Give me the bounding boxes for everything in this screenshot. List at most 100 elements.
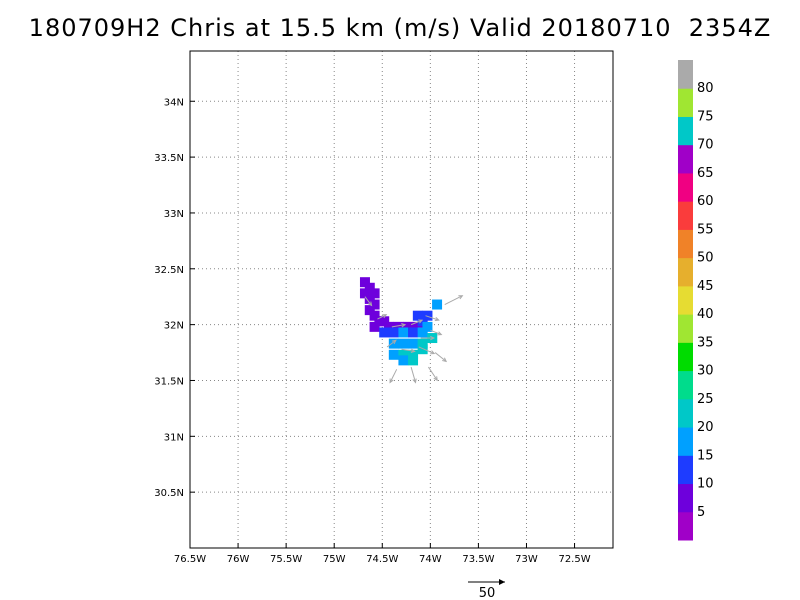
wind-cell xyxy=(398,327,409,338)
wind-vector xyxy=(428,366,438,381)
colorbar-label: 65 xyxy=(697,166,714,181)
wind-cell xyxy=(364,293,375,304)
wind-cell xyxy=(388,327,399,338)
wind-vector-head xyxy=(410,348,416,354)
wind-vector-head xyxy=(433,376,438,382)
wind-cell xyxy=(384,321,395,332)
wind-cell xyxy=(369,310,380,321)
colorbar-swatch xyxy=(678,342,693,372)
colorbar-swatch xyxy=(678,370,693,400)
wind-cell xyxy=(412,310,423,321)
wind-vector xyxy=(434,352,447,362)
colorbar-label: 80 xyxy=(697,81,714,96)
grid-lines xyxy=(189,51,613,548)
wind-cell xyxy=(359,288,370,299)
colorbar-swatch xyxy=(678,455,693,485)
wind-cell xyxy=(408,355,419,366)
wind-cell xyxy=(422,310,433,321)
wind-cell xyxy=(417,344,428,355)
wind-vector-head xyxy=(401,323,407,328)
wind-cell xyxy=(403,321,414,332)
chart-title: 180709H2 Chris at 15.5 km (m/s) Valid 20… xyxy=(28,14,772,42)
lat-tick-label: 33.5N xyxy=(154,153,184,164)
lon-tick-label: 72.5W xyxy=(558,554,590,565)
wind-vector-head xyxy=(418,319,424,324)
colorbar-swatch xyxy=(678,172,693,202)
lon-tick-label: 76W xyxy=(227,554,250,565)
wind-vector-head xyxy=(389,378,394,384)
colorbar-label: 75 xyxy=(697,109,714,124)
wind-cell xyxy=(379,316,390,327)
lon-tick-label: 75W xyxy=(323,554,346,565)
colorbar-swatch xyxy=(678,88,693,117)
colorbar-swatch xyxy=(678,511,693,541)
colorbar-label: 10 xyxy=(697,477,714,492)
lon-tick-label: 74.5W xyxy=(366,554,398,565)
wind-vector-head xyxy=(430,335,436,341)
wind-vector xyxy=(401,348,415,352)
lat-tick-label: 34N xyxy=(164,97,184,108)
reference-vector: 50 xyxy=(468,579,505,600)
colorbar-swatch xyxy=(678,314,693,343)
wind-cell xyxy=(364,305,375,316)
lon-tick-label: 73.5W xyxy=(462,554,494,565)
colorbar-swatch xyxy=(678,229,693,259)
wind-cell xyxy=(432,299,443,310)
wind-cell xyxy=(422,321,433,332)
wind-vector xyxy=(425,315,439,321)
colorbar-swatch xyxy=(678,144,693,174)
latitude-ticks: 30.5N 31N 31.5N 32N 32.5N 33N 33.5N 34N xyxy=(154,97,195,499)
wind-cell xyxy=(388,349,399,360)
wind-vector-head xyxy=(391,339,397,345)
colorbar-label: 20 xyxy=(697,420,714,435)
wind-vector-head xyxy=(442,357,448,363)
wind-vector-head xyxy=(412,378,417,384)
wind-vector xyxy=(444,295,463,305)
wind-vector xyxy=(410,366,416,383)
wind-cell xyxy=(398,355,409,366)
wind-vector xyxy=(410,319,423,326)
lat-tick-label: 30.5N xyxy=(154,488,184,499)
colorbar-swatch xyxy=(678,398,693,428)
colorbar-swatch xyxy=(678,116,693,146)
colorbar-label: 60 xyxy=(697,194,714,209)
colorbar-swatch xyxy=(678,60,693,89)
wind-vector xyxy=(364,296,372,306)
colorbar-label: 25 xyxy=(697,392,714,407)
wind-vector xyxy=(430,329,442,336)
wind-cell xyxy=(417,316,428,327)
colorbar-label: 45 xyxy=(697,279,714,294)
wind-cell xyxy=(393,321,404,332)
colorbar-swatch xyxy=(678,483,693,513)
wind-vector xyxy=(418,346,435,355)
lat-tick-label: 31.5N xyxy=(154,376,184,387)
reference-vector-label: 50 xyxy=(479,586,496,600)
wind-cell xyxy=(412,321,423,332)
wind-vector xyxy=(386,339,397,348)
lon-tick-label: 74W xyxy=(419,554,442,565)
colorbar-label: 55 xyxy=(697,222,714,237)
colorbar-label: 15 xyxy=(697,448,714,463)
wind-cell xyxy=(369,321,380,332)
colorbar-swatch xyxy=(678,257,693,287)
wind-cell xyxy=(364,282,375,293)
wind-vector-head xyxy=(437,331,443,336)
wind-cell xyxy=(398,338,409,349)
colorbar-swatch xyxy=(678,201,693,230)
lon-tick-label: 76.5W xyxy=(174,554,206,565)
wind-cell xyxy=(379,327,390,338)
colorbar-label: 70 xyxy=(697,138,714,153)
colorbar-label: 35 xyxy=(697,335,714,350)
wind-cell xyxy=(408,327,419,338)
reference-arrow-head xyxy=(499,579,505,585)
wind-vector-head xyxy=(382,314,388,319)
colorbar-label: 30 xyxy=(697,364,714,379)
wind-vectors xyxy=(364,295,464,384)
wind-cell xyxy=(369,299,380,310)
wind-vector-head xyxy=(367,301,373,307)
map-frame xyxy=(189,50,614,549)
colorbar-label: 5 xyxy=(697,505,705,520)
wind-vector-head xyxy=(430,350,436,355)
wind-cell xyxy=(408,349,419,360)
